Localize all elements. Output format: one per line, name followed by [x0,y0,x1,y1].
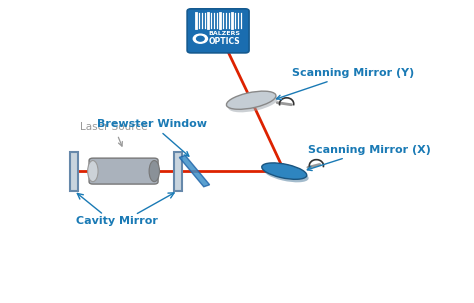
Ellipse shape [227,91,276,109]
Text: Scanning Mirror (Y): Scanning Mirror (Y) [276,68,414,99]
Ellipse shape [228,94,278,112]
Polygon shape [70,152,78,191]
Text: BALZERS: BALZERS [209,32,241,36]
Text: Laser Source: Laser Source [81,122,148,146]
Ellipse shape [264,166,309,182]
Circle shape [197,36,204,41]
Text: OPTICS: OPTICS [209,37,240,46]
Polygon shape [173,152,182,191]
Text: Cavity Mirror: Cavity Mirror [75,216,157,226]
Ellipse shape [262,163,307,179]
Text: Scanning Mirror (X): Scanning Mirror (X) [307,145,431,171]
Ellipse shape [149,161,159,182]
Ellipse shape [88,161,98,182]
FancyBboxPatch shape [89,158,158,184]
Text: Brewster Window: Brewster Window [97,119,207,156]
FancyBboxPatch shape [187,9,249,53]
Polygon shape [179,155,210,187]
Circle shape [193,34,208,43]
